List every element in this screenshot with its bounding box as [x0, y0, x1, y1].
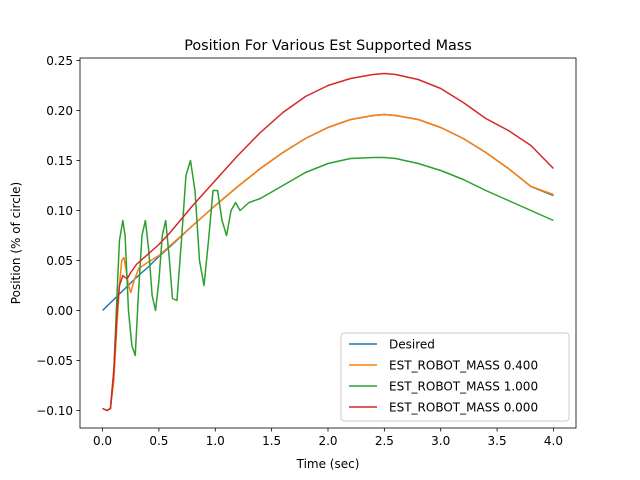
y-axis-ticks: −0.10 −0.05 0.00 0.05 0.10 0.15 0.20 0.25	[36, 54, 80, 418]
legend: Desired EST_ROBOT_MASS 0.400 EST_ROBOT_MAS…	[340, 332, 570, 422]
x-tick-label: 1.0	[206, 434, 225, 448]
y-tick-label: 0.10	[46, 204, 73, 218]
legend-label: Desired	[389, 338, 435, 352]
chart-title: Position For Various Est Supported Mass	[184, 38, 472, 54]
y-tick-label: −0.05	[36, 354, 73, 368]
y-tick-label: −0.10	[36, 404, 73, 418]
x-tick-label: 2.0	[318, 434, 337, 448]
legend-label: EST_ROBOT_MASS 1.000	[389, 380, 538, 394]
x-tick-label: 4.0	[544, 434, 563, 448]
x-tick-label: 2.5	[375, 434, 394, 448]
plot-area	[102, 72, 554, 412]
x-tick-label: 3.5	[488, 434, 507, 448]
legend-box	[340, 332, 570, 422]
series-line-1	[102, 113, 554, 412]
series-line-3	[102, 72, 554, 412]
x-tick-label: 1.5	[262, 434, 281, 448]
x-tick-label: 0.5	[149, 434, 168, 448]
x-axis-ticks: 0.0 0.5 1.0 1.5 2.0 2.5 3.0 3.5 4.0	[93, 428, 563, 448]
series-line-2	[102, 156, 554, 412]
y-axis-label: Position (% of circle)	[9, 182, 23, 304]
x-tick-label: 0.0	[93, 434, 112, 448]
legend-label: EST_ROBOT_MASS 0.000	[389, 401, 538, 415]
y-tick-label: 0.25	[46, 54, 73, 68]
y-tick-label: 0.00	[46, 304, 73, 318]
legend-label: EST_ROBOT_MASS 0.400	[389, 359, 538, 373]
x-tick-label: 3.0	[431, 434, 450, 448]
y-tick-label: 0.20	[46, 104, 73, 118]
x-axis-label: Time (sec)	[296, 457, 360, 471]
y-tick-label: 0.15	[46, 154, 73, 168]
y-tick-label: 0.05	[46, 254, 73, 268]
